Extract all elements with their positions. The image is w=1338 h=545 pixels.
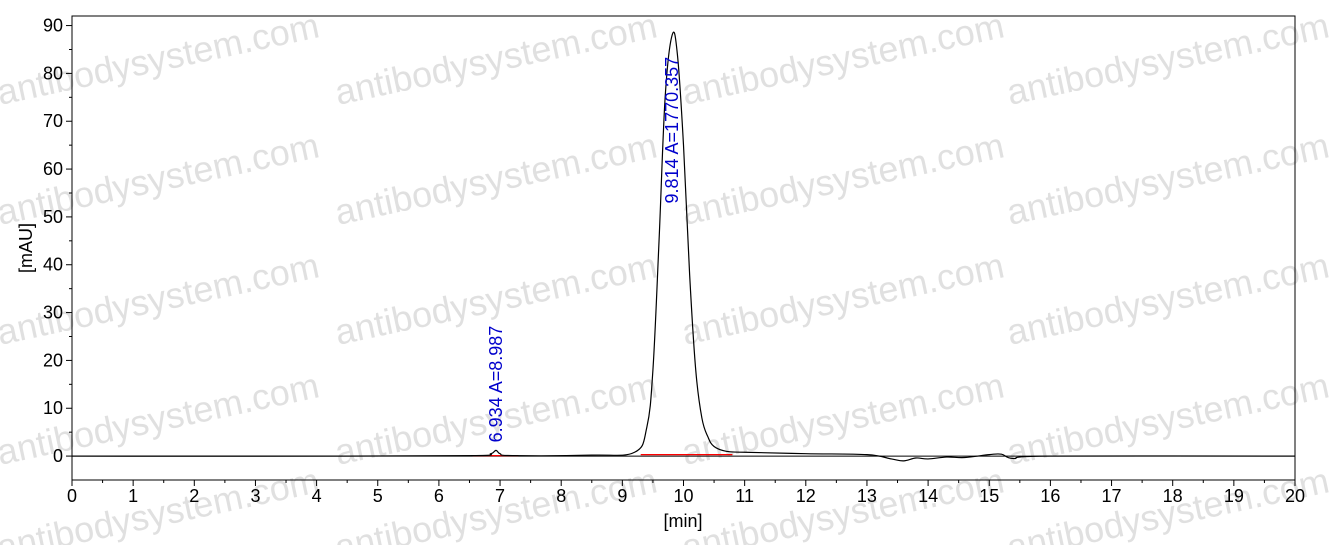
y-tick-label: 40 (43, 255, 63, 275)
x-tick-label: 12 (796, 486, 816, 506)
y-axis-label: [mAU] (16, 223, 36, 273)
y-tick-label: 60 (43, 159, 63, 179)
x-tick-label: 15 (979, 486, 999, 506)
x-axis-label: [min] (663, 511, 702, 531)
y-tick-label: 50 (43, 207, 63, 227)
watermark-text: antibodysystem.com (1003, 124, 1332, 232)
y-tick-label: 80 (43, 63, 63, 83)
watermark-text: antibodysystem.com (331, 4, 660, 112)
x-tick-label: 20 (1285, 486, 1305, 506)
y-tick-label: 70 (43, 111, 63, 131)
x-tick-label: 2 (189, 486, 199, 506)
x-tick-label: 19 (1224, 486, 1244, 506)
series-line (71, 31, 1296, 462)
x-tick-label: 16 (1040, 486, 1060, 506)
x-tick-label: 8 (556, 486, 566, 506)
x-tick-label: 11 (735, 486, 754, 506)
x-axis: 0 1 2 3 4 5 6 7 8 9 10 11 12 13 14 15 16 17 18 19 20 (67, 480, 1305, 506)
x-tick-label: 18 (1163, 486, 1183, 506)
x-tick-label: 14 (918, 486, 938, 506)
watermark-text: antibodysystem.com (678, 244, 1007, 352)
x-tick-label: 6 (434, 486, 444, 506)
x-tick-label: 1 (128, 486, 138, 506)
watermark-text: antibodysystem.com (331, 124, 660, 232)
y-tick-label: 90 (43, 16, 63, 36)
y-tick-label: 10 (43, 398, 63, 418)
peak-label: 9.814 A=1770.357 (662, 57, 682, 204)
y-tick-label: 30 (43, 303, 63, 323)
watermark-text: antibodysystem.com (1003, 244, 1332, 352)
x-tick-label: 13 (857, 486, 877, 506)
x-tick-label: 7 (495, 486, 505, 506)
x-tick-label: 3 (250, 486, 260, 506)
x-tick-label: 0 (67, 486, 77, 506)
y-tick-label: 20 (43, 350, 63, 370)
peak-label: 6.934 A=8.987 (486, 326, 506, 443)
y-axis: 0 10 20 30 40 50 60 70 80 90 (43, 16, 72, 466)
watermark-text: antibodysystem.com (678, 124, 1007, 232)
watermark-text: antibodysystem.com (0, 459, 323, 545)
watermark-text: antibodysystem.com (678, 4, 1007, 112)
x-tick-label: 9 (617, 486, 627, 506)
x-tick-label: 5 (373, 486, 383, 506)
x-tick-label: 4 (312, 486, 322, 506)
x-tick-label: 17 (1102, 486, 1122, 506)
watermark-text: antibodysystem.com (1003, 4, 1332, 112)
x-tick-label: 10 (673, 486, 693, 506)
watermark-text: antibodysystem.com (678, 459, 1007, 545)
y-tick-label: 0 (53, 446, 63, 466)
peak-annotations: 6.934 A=8.987 9.814 A=1770.357 (486, 57, 682, 442)
